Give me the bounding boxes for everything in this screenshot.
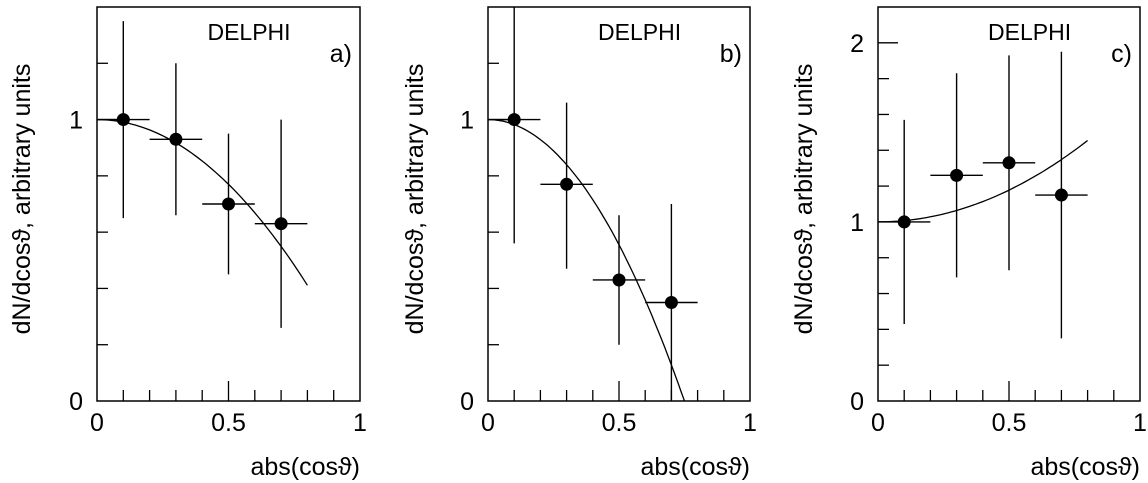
y-tick-label: 0 [460, 388, 474, 416]
data-point [1002, 156, 1016, 170]
panel-label: c) [1111, 40, 1132, 68]
experiment-label: DELPHI [988, 19, 1071, 45]
x-axis-title: abs(cosϑ) [250, 453, 360, 481]
data-point [507, 113, 521, 127]
data-point [274, 217, 288, 231]
x-tick-label: 0.5 [992, 409, 1027, 437]
y-axis-title: dN/dcosϑ, arbitrary units [8, 64, 36, 335]
data-point [169, 132, 183, 146]
data-point [664, 296, 678, 309]
x-tick-label: 1 [353, 409, 367, 437]
data-point [897, 215, 911, 229]
x-tick-label: 0 [481, 409, 495, 437]
data-point [560, 177, 574, 191]
x-tick-label: 0 [871, 409, 885, 437]
y-tick-label: 1 [460, 107, 474, 135]
data-point [1054, 188, 1068, 202]
x-axis-title: abs(cosϑ) [1030, 453, 1140, 481]
x-tick-label: 0.5 [211, 409, 246, 437]
y-tick-label: 1 [69, 107, 83, 135]
data-point [950, 168, 964, 182]
panel-label: a) [330, 40, 352, 68]
panel-c: 0 0.5 1 0 1 2 abs(cosϑ) dN/dcosϑ, arbitrary uni… [790, 6, 1147, 481]
y-axis-title: dN/dcosϑ, arbitrary units [401, 64, 429, 335]
x-tick-label: 0 [90, 409, 104, 437]
data-point [612, 273, 626, 287]
panel-label: b) [720, 40, 742, 68]
x-axis-title: abs(cosϑ) [640, 453, 750, 481]
fit-curve [488, 118, 686, 402]
x-tick-label: 1 [743, 409, 757, 437]
y-tick-label: 2 [850, 30, 864, 58]
fit-curve [878, 139, 1088, 223]
x-tick-label: 1 [1133, 409, 1147, 437]
experiment-label: DELPHI [598, 19, 681, 45]
panel-b: 0 0.5 1 0 1 abs(cosϑ) dN/dcosϑ, arbitrary unit… [401, 6, 757, 481]
y-tick-label: 0 [69, 388, 83, 416]
y-axis-title: dN/dcosϑ, arbitrary units [790, 64, 818, 335]
fit-curve [97, 118, 308, 286]
data-point [116, 113, 130, 127]
panel-a: 0 0.5 1 0 1 abs(cosϑ) dN/dcosϑ, arbitrary unit… [8, 6, 367, 481]
y-tick-label: 1 [850, 209, 864, 237]
y-tick-label: 0 [850, 388, 864, 416]
x-tick-label: 0.5 [602, 409, 637, 437]
data-point [222, 197, 235, 211]
experiment-label: DELPHI [207, 19, 290, 45]
